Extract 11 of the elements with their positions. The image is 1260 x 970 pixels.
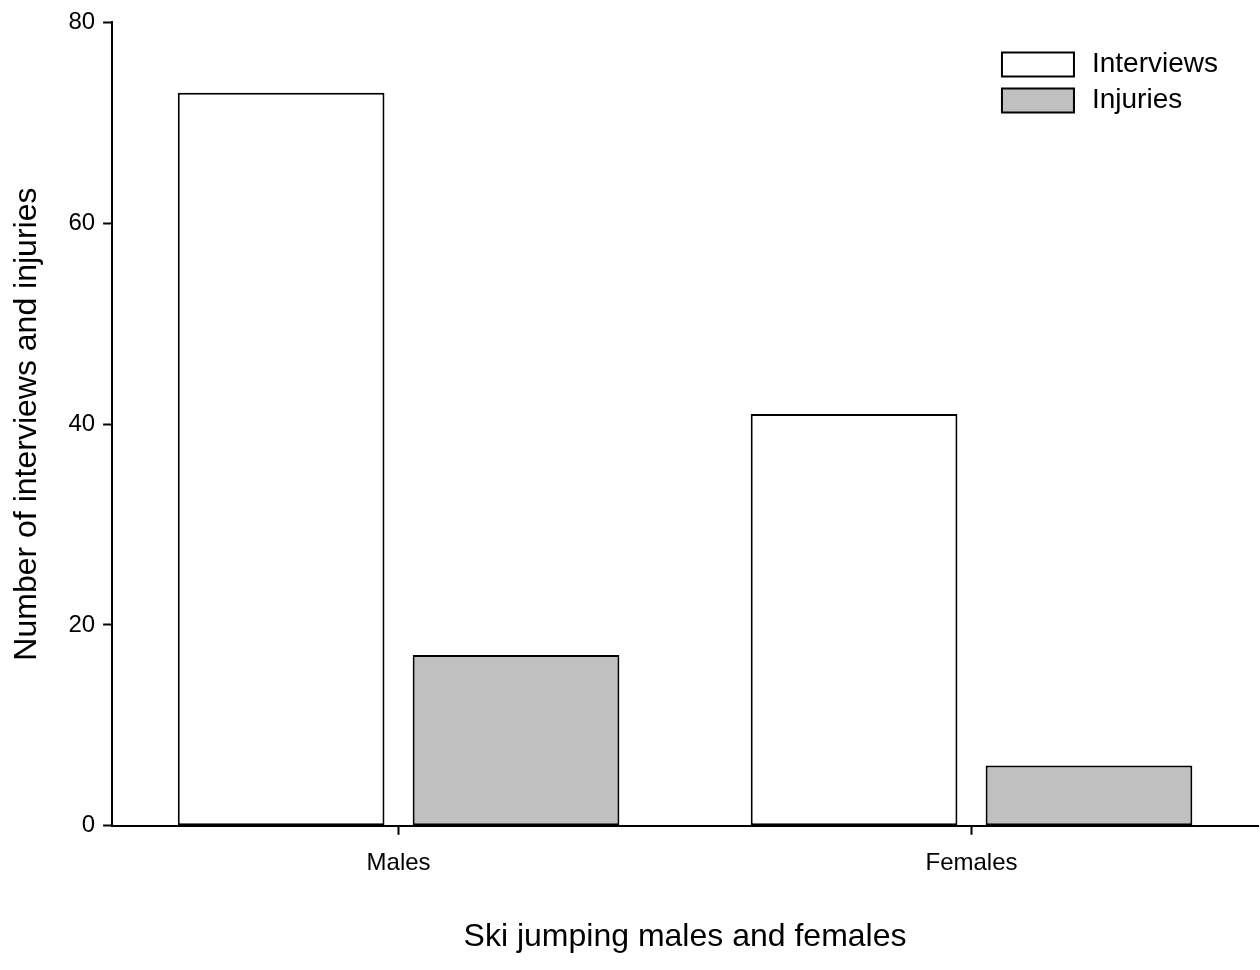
y-tick-label: 40 (68, 408, 96, 436)
y-tick-label: 0 (81, 810, 96, 838)
legend-label: Injuries (1091, 83, 1183, 115)
y-tick-label: 80 (68, 7, 96, 35)
x-axis-title: Ski jumping males and females (463, 916, 907, 953)
x-tick-label: Males (366, 847, 431, 875)
y-axis-title: Number of interviews and injuries (7, 187, 44, 661)
y-tick-label: 60 (68, 207, 96, 235)
text: Interviews (1091, 47, 1219, 79)
y-tick-label: 20 (68, 609, 96, 637)
x-tick-label: Females (925, 847, 1018, 875)
